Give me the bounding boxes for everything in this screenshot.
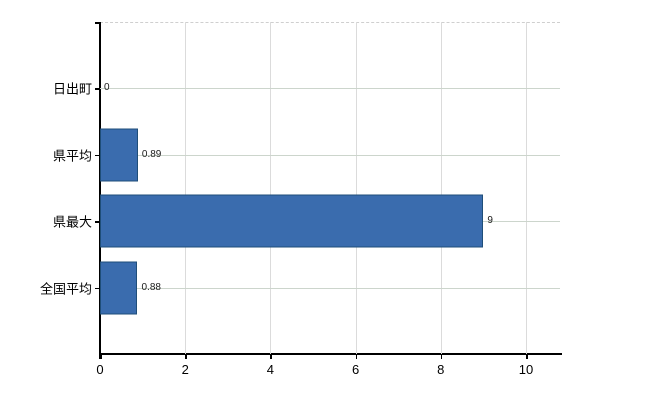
y-axis-line <box>99 22 101 359</box>
y-tick <box>95 221 100 223</box>
y-tick <box>95 22 100 24</box>
bar <box>100 261 138 315</box>
x-tick-label: 4 <box>266 362 275 377</box>
x-tick <box>270 354 272 359</box>
x-tick-label: 6 <box>351 362 360 377</box>
plot-top-border <box>100 22 560 23</box>
x-tick-label: 2 <box>181 362 189 377</box>
x-tick-label: 10 <box>518 362 534 377</box>
x-tick <box>355 354 358 359</box>
x-gridline <box>440 22 442 354</box>
value-label: 0 <box>104 82 110 94</box>
value-label: 9 <box>487 215 493 227</box>
value-label: 0.89 <box>141 148 162 160</box>
y-gridline <box>100 154 560 156</box>
x-tick <box>185 354 187 359</box>
x-tick-label: 0 <box>96 362 104 377</box>
value-label: 0.88 <box>141 281 161 293</box>
x-tick <box>526 354 528 359</box>
category-label: 県平均 <box>52 148 92 164</box>
x-gridline <box>355 22 357 354</box>
category-label: 県最大 <box>52 214 92 230</box>
y-gridline <box>100 287 560 289</box>
bar <box>100 128 138 182</box>
x-tick <box>440 354 443 359</box>
x-gridline <box>526 22 527 354</box>
y-tick <box>95 154 100 157</box>
category-label: 日出町 <box>52 81 92 97</box>
x-gridline <box>185 22 187 354</box>
y-tick <box>95 88 100 90</box>
y-tick <box>95 287 100 290</box>
x-tick <box>100 354 102 359</box>
bar <box>100 194 484 248</box>
x-tick-label: 8 <box>437 362 445 377</box>
y-gridline <box>100 88 560 90</box>
x-gridline <box>270 22 272 354</box>
x-axis-line <box>100 353 562 355</box>
category-label: 全国平均 <box>39 281 92 297</box>
